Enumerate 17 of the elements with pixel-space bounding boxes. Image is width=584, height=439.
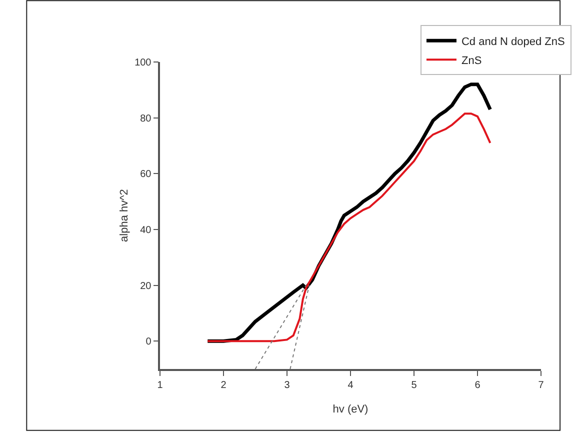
y-tick-label: 60	[140, 169, 152, 180]
x-axis-title: hv (eV)	[332, 404, 368, 416]
y-axis-title: alpha hv^2	[118, 189, 130, 242]
x-tick-label: 6	[474, 380, 481, 391]
x-tick-label: 7	[538, 380, 544, 391]
x-tick-label: 3	[284, 380, 290, 391]
x-tick-label: 4	[348, 380, 354, 391]
legend-label: ZnS	[461, 54, 482, 67]
y-tick-label: 40	[140, 224, 152, 236]
x-tick-label: 1	[157, 380, 164, 391]
x-tick-label: 2	[220, 380, 227, 391]
y-tick-label: 100	[134, 58, 152, 68]
y-tick-label: 20	[140, 280, 152, 292]
legend-label: Cd and N doped ZnS	[461, 36, 565, 48]
x-tick-label: 5	[411, 380, 418, 391]
y-tick-label: 0	[146, 336, 152, 348]
y-tick-label: 80	[140, 113, 152, 124]
